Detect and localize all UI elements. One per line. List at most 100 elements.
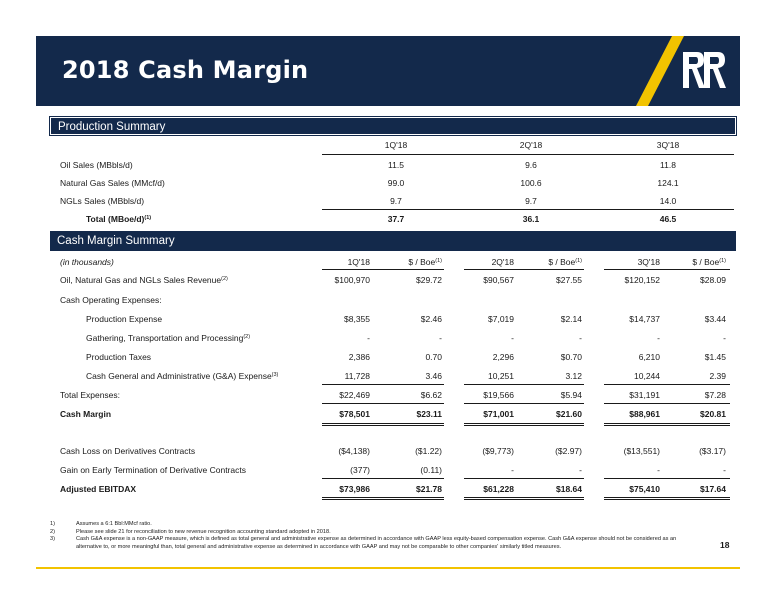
row-value: $27.55 [556, 275, 582, 285]
row-value: $21.60 [556, 409, 582, 419]
row-value: $31,191 [629, 390, 660, 400]
col-1q18: 1Q'18 [347, 257, 370, 267]
row-value: $21.78 [416, 484, 442, 494]
production-summary-heading: Production Summary [49, 116, 737, 136]
row-value: 99.0 [387, 178, 405, 188]
row-value: 124.1 [657, 178, 679, 188]
row-value: $1.45 [704, 352, 726, 362]
page-title: 2018 Cash Margin [62, 56, 309, 84]
col-3q18: 3Q'18 [637, 257, 660, 267]
total-value: 37.7 [387, 214, 405, 224]
row-label: Gathering, Transportation and Processing… [86, 333, 251, 343]
row-value: ($3.17) [699, 446, 726, 456]
row-label: Production Taxes [86, 352, 152, 362]
footnote-3: 3) Cash G&A expense is a non-GAAP measure… [50, 536, 677, 550]
total-double-rule [322, 497, 444, 500]
row-value: $20.81 [700, 409, 726, 419]
row-value: $71,001 [483, 409, 514, 419]
row-value: $2.14 [560, 314, 582, 324]
gold-stripe-icon [636, 36, 684, 106]
subtotal-rule [464, 384, 584, 385]
row-value: $0.70 [560, 352, 582, 362]
row-value: 3.12 [565, 371, 582, 381]
row-value: 14.0 [659, 196, 677, 206]
row-value: - [579, 333, 582, 343]
row-label: Cash General and Administrative (G&A) Ex… [86, 371, 279, 381]
row-value: 11,728 [344, 371, 370, 381]
subtotal-rule [464, 478, 584, 479]
row-value: (0.11) [420, 465, 442, 475]
cash-margin-summary-heading: Cash Margin Summary [50, 231, 736, 251]
row-label: Cash Margin [60, 409, 112, 419]
rr-monogram-logo [683, 52, 726, 88]
col-boe-3: $ / Boe(1) [692, 257, 726, 267]
row-value: $61,228 [483, 484, 514, 494]
bottom-gold-rule [36, 567, 740, 569]
subtotal-rule [322, 384, 444, 385]
row-value: - [723, 465, 726, 475]
row-value: $18.64 [556, 484, 582, 494]
col-boe-1: $ / Boe(1) [408, 257, 442, 267]
header-rule [604, 269, 730, 270]
title-banner: 2018 Cash Margin [36, 36, 740, 106]
row-value: $8,355 [344, 314, 370, 324]
subtotal-rule [604, 478, 730, 479]
row-value: $100,970 [334, 275, 370, 285]
col-2q18: 2Q'18 [491, 257, 514, 267]
total-label: Total (MBoe/d)(1) [86, 214, 152, 224]
row-value: 2,386 [348, 352, 370, 362]
row-value: $90,567 [483, 275, 514, 285]
row-value: ($13,551) [623, 446, 660, 456]
row-value: - [579, 465, 582, 475]
row-value: $73,986 [339, 484, 370, 494]
total-double-rule [464, 497, 584, 500]
row-value: - [723, 333, 726, 343]
row-value: $28.09 [700, 275, 726, 285]
row-value: $7,019 [488, 314, 514, 324]
row-label: Cash Loss on Derivatives Contracts [60, 446, 196, 456]
row-value: 11.5 [388, 160, 404, 170]
production-col-1q18: 1Q'18 [384, 140, 408, 150]
row-value: $23.11 [416, 409, 442, 419]
total-double-rule [322, 423, 444, 426]
production-total-rule [322, 209, 734, 210]
header-rule [322, 269, 444, 270]
row-value: 3.46 [425, 371, 442, 381]
total-double-rule [464, 423, 584, 426]
row-value: $17.64 [700, 484, 726, 494]
row-value: ($2.97) [555, 446, 582, 456]
production-col-2q18: 2Q'18 [519, 140, 543, 150]
row-value: 11.8 [660, 160, 676, 170]
row-value: $5.94 [560, 390, 582, 400]
subtotal-rule [322, 478, 444, 479]
row-value: 2.39 [709, 371, 726, 381]
header-rule [464, 269, 584, 270]
row-label: Natural Gas Sales (MMcf/d) [60, 178, 165, 188]
row-label: Production Expense [86, 314, 163, 324]
row-value: $19,566 [483, 390, 514, 400]
row-value: $29.72 [416, 275, 442, 285]
row-value: - [511, 465, 514, 475]
row-value: 100.6 [520, 178, 542, 188]
row-value: 9.6 [525, 160, 537, 170]
row-label: Adjusted EBITDAX [60, 484, 137, 494]
total-double-rule [604, 423, 730, 426]
row-value: - [511, 333, 514, 343]
row-value: $75,410 [629, 484, 660, 494]
unit-note: (in thousands) [60, 257, 114, 267]
row-value: $120,152 [624, 275, 660, 285]
row-value: - [657, 465, 660, 475]
footnote-1: 1) Assumes a 6:1 Bbl:MMcf ratio. [50, 521, 152, 527]
row-value: $22,469 [339, 390, 370, 400]
row-value: $7.28 [704, 390, 726, 400]
footnotes: 1) Assumes a 6:1 Bbl:MMcf ratio. 2) Please… [50, 521, 690, 551]
row-value: 2,296 [492, 352, 514, 362]
row-value: 9.7 [525, 196, 537, 206]
row-value: (377) [350, 465, 370, 475]
row-value: - [657, 333, 660, 343]
row-label: Oil Sales (MBbls/d) [60, 160, 133, 170]
col-boe-2: $ / Boe(1) [548, 257, 582, 267]
row-value: $3.44 [704, 314, 726, 324]
row-value: 0.70 [425, 352, 442, 362]
row-value: $14,737 [629, 314, 660, 324]
